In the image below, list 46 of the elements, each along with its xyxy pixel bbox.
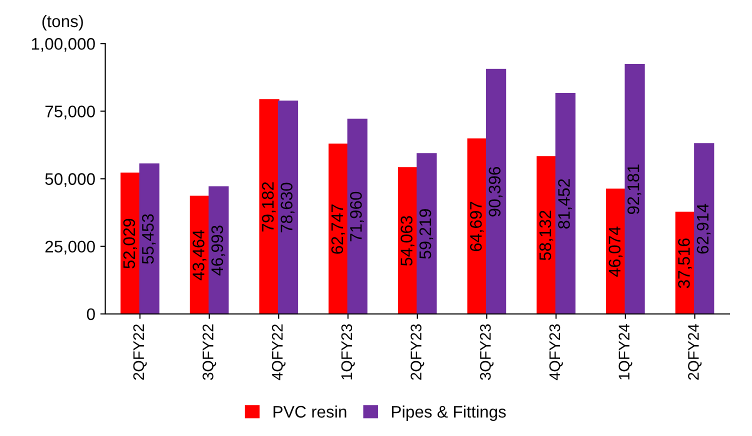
y-tick-label: 75,000 xyxy=(45,106,95,120)
data-label: 43,464 xyxy=(192,230,206,280)
data-label: 62,914 xyxy=(696,204,711,254)
data-label: 79,182 xyxy=(262,182,276,232)
bar xyxy=(208,186,229,314)
data-label: 90,396 xyxy=(488,166,503,216)
x-tick-label: 2QFY22 xyxy=(133,324,147,380)
data-label: 46,074 xyxy=(608,226,622,277)
bar xyxy=(139,163,160,314)
data-label: 71,960 xyxy=(350,192,364,242)
y-tick-label: 0 xyxy=(86,308,95,320)
bar xyxy=(278,100,298,314)
bar xyxy=(486,68,506,314)
y-tick-label: 25,000 xyxy=(45,240,95,255)
x-tick-label: 3QFY23 xyxy=(480,324,494,380)
x-tick-label: 1QFY24 xyxy=(618,324,632,380)
x-tick-label: 4QFY23 xyxy=(549,324,563,380)
x-tick-label: 2QFY23 xyxy=(410,324,424,380)
data-label: 62,747 xyxy=(331,204,346,254)
legend-label: PVC resin xyxy=(274,405,346,418)
bar xyxy=(416,153,437,314)
data-label: 81,452 xyxy=(558,179,572,229)
legend-label: Pipes & Fittings xyxy=(392,405,506,421)
data-label: 54,063 xyxy=(400,216,414,266)
x-tick-label: 3QFY22 xyxy=(202,324,216,380)
bar xyxy=(259,99,280,314)
data-label: 64,697 xyxy=(470,202,484,252)
bar xyxy=(624,64,645,314)
data-label: 58,132 xyxy=(539,210,554,260)
bar xyxy=(347,118,368,314)
data-label: 37,516 xyxy=(678,238,692,288)
data-label: 52,029 xyxy=(123,218,138,268)
data-label: 55,453 xyxy=(142,214,156,264)
data-label: 59,219 xyxy=(419,209,434,259)
bar xyxy=(328,144,349,314)
y-axis-title: (tons) xyxy=(42,14,83,31)
x-tick-label: 2QFY24 xyxy=(688,324,702,380)
y-tick-label: 1,00,000 xyxy=(32,38,95,52)
x-tick-label: 1QFY23 xyxy=(341,324,355,380)
data-label: 46,993 xyxy=(211,226,226,276)
data-label: 92,181 xyxy=(627,164,642,214)
bar xyxy=(555,93,576,314)
y-tick-label: 50,000 xyxy=(45,173,95,187)
data-label: 78,630 xyxy=(280,182,294,232)
x-tick-label: 4QFY22 xyxy=(272,324,286,380)
bar xyxy=(694,143,714,314)
